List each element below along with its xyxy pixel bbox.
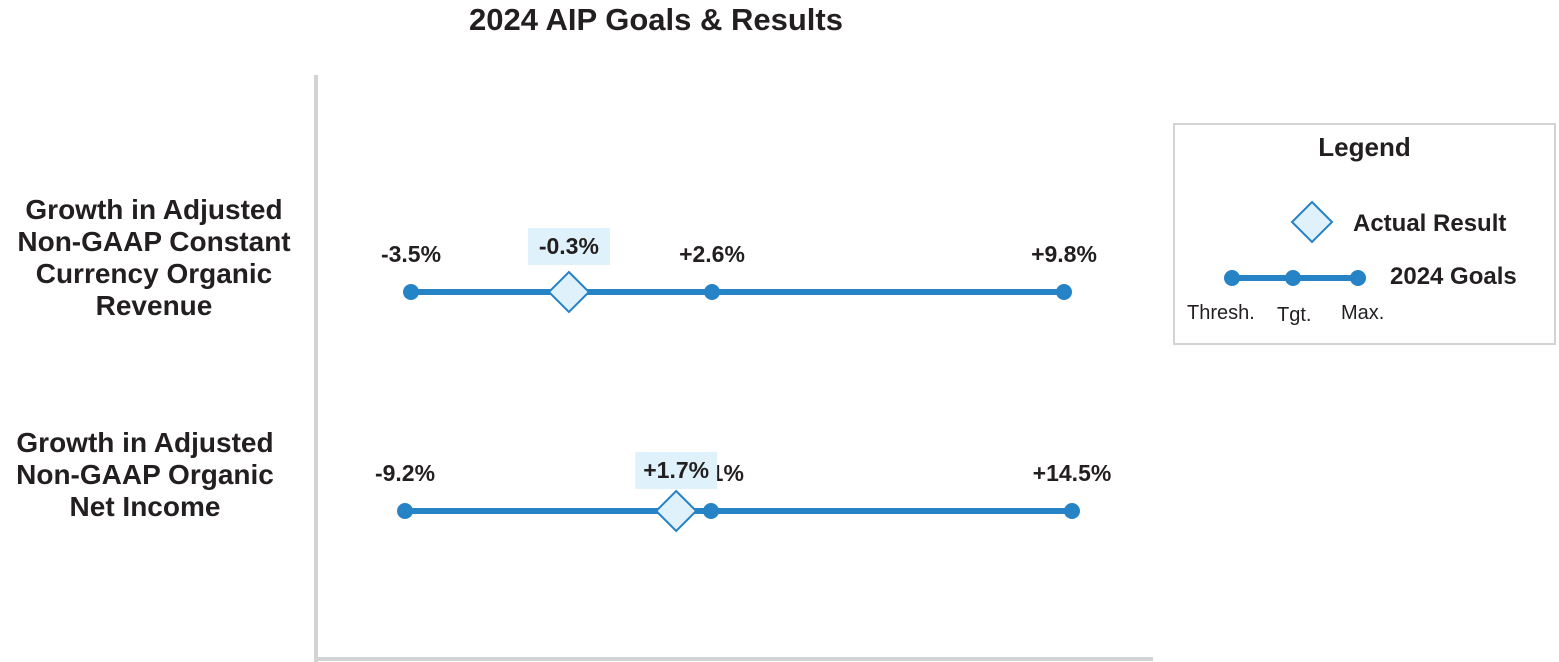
row-label-revenue: Growth in Adjusted Non-GAAP Constant Cur…	[0, 194, 308, 322]
target-dot	[704, 284, 720, 300]
legend-max-label: Max.	[1341, 302, 1385, 324]
maximum-dot	[1064, 503, 1080, 519]
legend-actual-label: Actual Result	[1353, 210, 1507, 237]
target-dot	[703, 503, 719, 519]
actual-value-label: +1.7%	[643, 457, 709, 483]
target-value-label: +2.6%	[679, 241, 745, 267]
maximum-value-label: +9.8%	[1031, 241, 1097, 267]
threshold-value-label: -3.5%	[381, 241, 441, 267]
legend-box	[1173, 123, 1556, 345]
vertical-axis-line	[314, 75, 318, 662]
actual-result-diamond	[654, 489, 698, 533]
row-label-line: Growth in Adjusted	[16, 427, 274, 458]
legend-max-dot	[1350, 270, 1366, 286]
row-label-line: Currency Organic	[35, 258, 273, 289]
legend-thresh-dot	[1224, 270, 1240, 286]
legend-thresh-label: Thresh.	[1187, 302, 1255, 324]
actual-label-background	[527, 228, 610, 265]
actual-value-label: -0.3%	[539, 233, 599, 259]
row-label-line: Non-GAAP Constant	[17, 226, 291, 257]
legend-goals-label: 2024 Goals	[1390, 263, 1517, 290]
row-label-line: Net Income	[69, 491, 221, 522]
actual-result-diamond	[547, 270, 591, 314]
threshold-dot	[397, 503, 413, 519]
legend-target-label: Tgt.	[1277, 304, 1312, 326]
threshold-value-label: -9.2%	[375, 460, 435, 486]
chart-title: 2024 AIP Goals & Results	[469, 2, 843, 37]
row-label-line: Growth in Adjusted	[25, 194, 283, 225]
legend-target-dot	[1285, 270, 1301, 286]
row-label-net-income: Growth in Adjusted Non-GAAP Organic Net …	[0, 427, 290, 523]
threshold-dot	[403, 284, 419, 300]
legend-diamond-icon	[1290, 200, 1334, 244]
maximum-value-label: +14.5%	[1033, 460, 1112, 486]
horizontal-axis-line	[314, 657, 1153, 661]
legend-title: Legend	[1318, 132, 1411, 162]
row-label-line: Non-GAAP Organic	[16, 459, 274, 490]
actual-label-background	[635, 452, 718, 489]
row-label-line: Revenue	[95, 290, 213, 321]
maximum-dot	[1056, 284, 1072, 300]
